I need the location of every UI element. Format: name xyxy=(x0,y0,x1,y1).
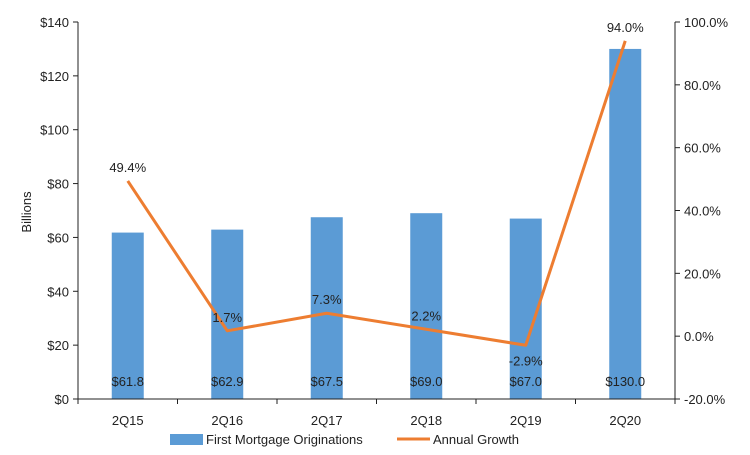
annual-growth-line xyxy=(126,40,627,347)
bar-data-label: $67.5 xyxy=(310,374,343,389)
right-tick-label: 0.0% xyxy=(684,329,714,344)
right-tick-label: 40.0% xyxy=(684,204,721,219)
right-tick-label: 100.0% xyxy=(684,15,729,30)
bar-data-label: $62.9 xyxy=(211,374,244,389)
legend: First Mortgage Originations Annual Growt… xyxy=(170,432,519,447)
x-tick-label: 2Q15 xyxy=(112,413,144,428)
right-tick-label: 80.0% xyxy=(684,78,721,93)
line-data-label: 49.4% xyxy=(109,160,146,175)
line-series xyxy=(126,40,627,347)
bar-data-labels: $61.8 $62.9 $67.5 $69.0 $67.0 $130.0 xyxy=(111,374,645,389)
right-tick-label: 20.0% xyxy=(684,266,721,281)
bar xyxy=(609,48,642,400)
bar xyxy=(310,217,343,399)
bar-series xyxy=(111,48,642,400)
left-tick-label: $120 xyxy=(40,69,69,84)
bar-data-label: $130.0 xyxy=(605,374,645,389)
axes xyxy=(77,22,676,400)
line-data-label: -2.9% xyxy=(509,353,543,368)
legend-swatch-bars xyxy=(170,434,203,445)
left-tick-label: $100 xyxy=(40,123,69,138)
y-axis-label: Billions xyxy=(19,191,34,233)
legend-label-line: Annual Growth xyxy=(433,432,519,447)
left-tick-label: $140 xyxy=(40,15,69,30)
left-tick-label: $20 xyxy=(47,338,69,353)
bar-data-label: $67.0 xyxy=(509,374,542,389)
left-tick-label: $40 xyxy=(47,284,69,299)
bar-data-label: $69.0 xyxy=(410,374,443,389)
left-tick-label: $0 xyxy=(55,392,69,407)
x-ticks: 2Q15 2Q16 2Q17 2Q18 2Q19 2Q20 xyxy=(77,399,676,428)
left-tick-label: $80 xyxy=(47,177,69,192)
x-tick-label: 2Q18 xyxy=(410,413,442,428)
left-tick-label: $60 xyxy=(47,230,69,245)
line-data-label: 1.7% xyxy=(212,310,242,325)
x-tick-label: 2Q17 xyxy=(311,413,343,428)
right-tick-label: -20.0% xyxy=(684,392,726,407)
x-tick-label: 2Q19 xyxy=(510,413,542,428)
bar-data-label: $61.8 xyxy=(111,374,144,389)
bar xyxy=(410,213,443,399)
bar xyxy=(111,232,144,399)
right-y-ticks: -20.0% 0.0% 20.0% 40.0% 60.0% 80.0% 100.0% xyxy=(675,15,729,407)
right-tick-label: 60.0% xyxy=(684,141,721,156)
line-data-label: 7.3% xyxy=(312,292,342,307)
legend-label-bars: First Mortgage Originations xyxy=(206,432,363,447)
x-tick-label: 2Q16 xyxy=(211,413,243,428)
line-data-label: 2.2% xyxy=(411,308,441,323)
line-data-label: 94.0% xyxy=(607,20,644,35)
x-tick-label: 2Q20 xyxy=(609,413,641,428)
left-y-ticks: $0 $20 $40 $60 $80 $100 $120 $140 xyxy=(40,15,78,407)
line-data-labels: 49.4% 1.7% 7.3% 2.2% -2.9% 94.0% xyxy=(109,20,644,368)
